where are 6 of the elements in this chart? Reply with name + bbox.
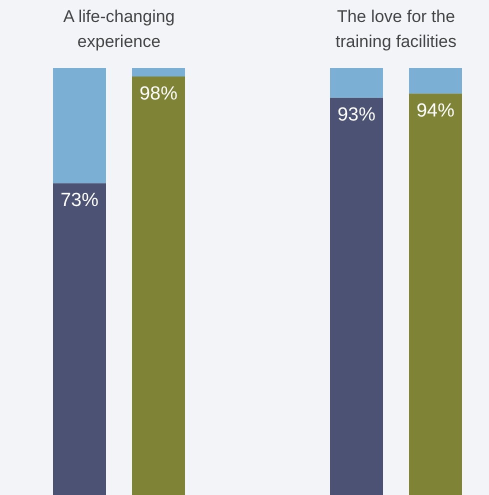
data-label: 98% xyxy=(139,83,178,104)
chart-title: The love for the training facilities xyxy=(334,6,458,53)
data-label: 94% xyxy=(416,100,455,122)
data-label: 93% xyxy=(337,104,376,126)
chart-title: A life-changing experience xyxy=(62,6,176,53)
data-label: 73% xyxy=(60,190,99,212)
